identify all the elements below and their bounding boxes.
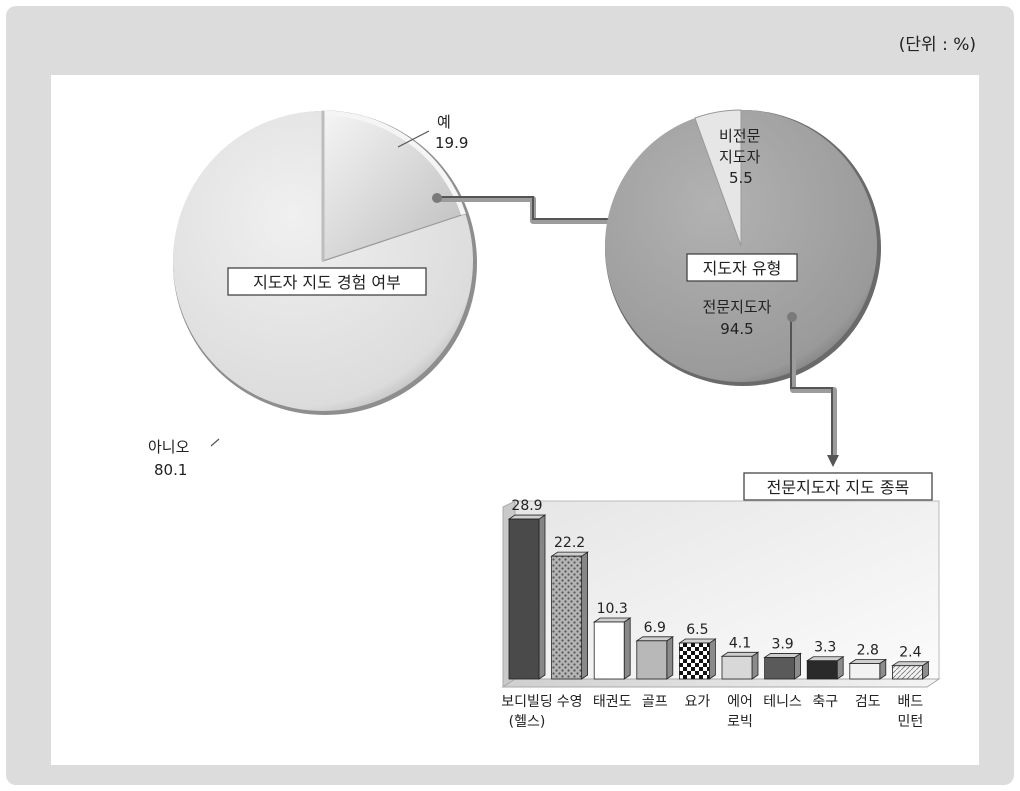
bar-3 [592,617,632,680]
pie-coach-type: 비전문 지도자 5.5 지도자 유형 전문지도자 94.5 [605,109,881,386]
figure-frame: (단위 : %) [6,6,1014,785]
bar-plot-floor [501,678,941,688]
bar-value-label-7: 3.9 [771,636,793,652]
pie-experience: 지도자 지도 경험 여부 예 19.9 아니오 80.1 [148,110,477,479]
bar-1 [507,514,547,680]
pie-value-professional: 94.5 [720,320,753,338]
pie-label-professional: 전문지도자 [702,298,771,316]
bar-8 [805,655,845,680]
bar-category-label-8-line-1: 축구 [812,694,838,710]
bar-5 [678,638,717,680]
bar-value-label-5: 6.5 [686,622,708,638]
bar-value-label-9: 2.8 [857,643,879,659]
pie-label-yes: 예 [437,113,451,131]
bar-value-label-3: 10.3 [597,601,628,617]
unit-label: (단위 : %) [898,35,976,55]
bar-7 [763,652,802,680]
bar-category-label-6-line-1: 에어 [727,694,753,710]
bar-category-label-1-line-1: 보디빌딩 [501,694,553,710]
pie-experience-title: 지도자 지도 경험 여부 [253,273,401,292]
bar-value-labels: 28.9 22.2 10.3 6.9 6.5 4.1 3.9 3.3 2.8 2.4 [511,498,921,661]
bar-2 [550,551,589,680]
bar-category-label-2-line-1: 수영 [557,694,583,710]
bar-chart-disciplines: 전문지도자 지도 종목 28.922.210.36.9 6.54.1 3.9 3.3 2… [501,472,941,730]
leader-line-no [210,438,220,447]
pie-value-no: 80.1 [154,461,187,479]
bar-category-label-3-line-1: 태권도 [593,694,632,710]
pie-label-no: 아니오 [148,438,190,456]
bar-value-label-8: 3.3 [814,640,836,656]
bar-10 [891,660,930,680]
bar-6 [720,651,760,680]
bar-value-label-2: 22.2 [554,535,585,551]
bar-category-label-7-line-1: 테니스 [763,694,802,710]
bar-category-label-9-line-1: 검도 [855,694,881,710]
pie-label-non-professional-line1: 비전문 [719,127,761,145]
pie-slice-non-professional [694,109,742,247]
connector-2 [787,312,839,467]
bar-series [507,514,930,680]
pie-experience-title-box [227,267,427,296]
pie-label-non-professional-line2: 지도자 [719,148,761,166]
bar-value-label-10: 2.4 [899,645,921,661]
bar-category-label-5-line-1: 요가 [685,694,711,710]
pie-coach-title-box [686,253,798,282]
pie-value-non-professional: 5.5 [729,169,753,187]
bar-category-label-10-line-2: 민턴 [898,714,924,730]
bar-category-label-6-line-2: 로빅 [727,714,753,730]
bar-value-label-1: 28.9 [511,498,542,514]
chart-canvas: 지도자 지도 경험 여부 예 19.9 아니오 80.1 [51,75,979,765]
bar-chart-title-box [743,472,933,501]
pie-coach-title: 지도자 유형 [703,259,782,278]
bar-category-label-4-line-1: 골프 [642,694,668,710]
bar-4 [635,636,675,680]
bar-category-label-1-line-2: (헬스) [509,714,546,730]
bar-value-label-4: 6.9 [644,620,666,636]
bar-9 [848,658,888,680]
leader-line-yes [397,130,430,148]
bar-category-label-10-line-1: 배드 [898,694,924,710]
pie-value-yes: 19.9 [435,134,468,152]
bar-value-label-6: 4.1 [729,635,751,651]
charts-svg: 지도자 지도 경험 여부 예 19.9 아니오 80.1 [148,109,941,730]
bar-chart-title: 전문지도자 지도 종목 [767,478,910,497]
